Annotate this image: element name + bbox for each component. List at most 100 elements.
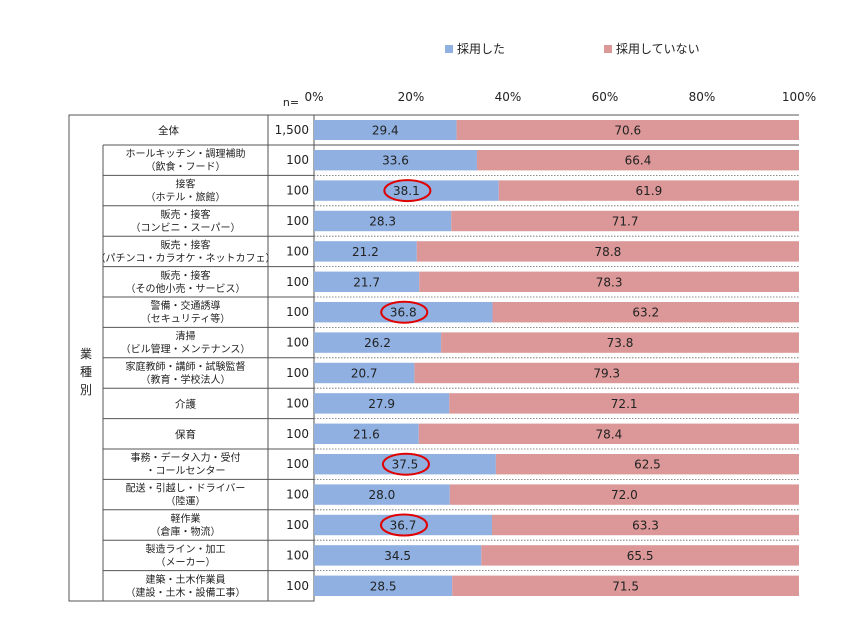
x-tick-label: 40% [495, 90, 522, 104]
bar-not-adopted [449, 393, 799, 414]
category-label: 保育 [175, 428, 196, 441]
legend-swatch-adopted [445, 45, 453, 53]
x-tick-label: 60% [592, 90, 619, 104]
bar-adopted [314, 575, 453, 596]
n-value: 100 [286, 214, 309, 228]
bar-adopted [314, 393, 450, 414]
bar-not-adopted [495, 454, 799, 475]
category-label-line2: （コンビニ・スーパー） [131, 222, 241, 234]
highlight-circle [381, 452, 430, 476]
category-label-line2: （倉庫・物流） [151, 525, 221, 538]
data-label-not-adopted: 78.8 [595, 245, 622, 259]
highlight-circle [383, 179, 432, 203]
n-value: 100 [286, 153, 309, 167]
x-tick-label: 100% [782, 90, 816, 104]
n-value: 100 [286, 184, 309, 198]
n-value: 100 [286, 488, 309, 502]
category-label-line1: 軽作業 [171, 512, 201, 525]
category-label-line2: （ビル管理・メンテナンス） [121, 343, 251, 356]
category-label-line2: ・コールセンター [146, 465, 226, 477]
highlight-circle [379, 513, 428, 537]
category-label-line2: （陸運） [166, 495, 206, 508]
bar-not-adopted [492, 302, 799, 323]
bar-adopted [314, 210, 452, 232]
n-value: 100 [286, 275, 309, 289]
bar-not-adopted [498, 180, 799, 201]
data-label-adopted: 28.0 [369, 488, 396, 502]
n-value: 100 [286, 305, 309, 319]
bar-adopted [314, 332, 442, 353]
n-value: 100 [286, 457, 309, 471]
data-label-adopted: 36.8 [390, 306, 417, 320]
n-value: 100 [286, 548, 309, 562]
bar-not-adopted [481, 545, 799, 566]
n-value: 100 [286, 518, 309, 532]
bar-adopted [314, 423, 419, 444]
category-label-line1: 家庭教師・講師・試験監督 [126, 360, 246, 373]
n-value: 100 [286, 244, 309, 258]
category-label-line1: ホールキッチン・調理補助 [126, 147, 246, 160]
bar-not-adopted [451, 210, 799, 232]
category-label-line1: 製造ライン・加工 [146, 542, 226, 555]
bar-not-adopted [418, 423, 799, 444]
category-label-line1: 事務・データ入力・受付 [131, 451, 241, 464]
category-label-line2: （その他小売・サービス） [126, 282, 246, 295]
category-label-line2: （教育・学校法人） [141, 373, 231, 386]
highlight-circle [380, 300, 429, 324]
category-label-line1: 販売・接客 [161, 208, 211, 221]
bar-adopted [314, 150, 477, 171]
category-label-line2: （セキュリティ等） [141, 312, 230, 325]
data-label-adopted: 20.7 [351, 367, 378, 381]
data-label-not-adopted: 63.3 [632, 519, 659, 533]
x-tick-label: 0% [304, 90, 323, 104]
data-label-adopted: 36.7 [390, 519, 417, 533]
bar-not-adopted [441, 332, 799, 353]
data-label-not-adopted: 73.8 [607, 336, 634, 350]
data-label-not-adopted: 66.4 [625, 154, 652, 168]
n-value: 1,500 [275, 123, 309, 137]
data-label-adopted: 21.7 [353, 275, 380, 289]
legend-label-not-adopted: 採用していない [616, 42, 700, 56]
category-label-line2: （ホテル・旅館） [146, 191, 226, 204]
bar-not-adopted [491, 514, 799, 536]
category-label-line1: 警備・交通誘導 [151, 299, 221, 312]
category-label-line1: 配送・引越し・ドライバー [126, 482, 246, 495]
n-value: 100 [286, 366, 309, 380]
group-label-char: 別 [80, 383, 92, 397]
category-label-line2: （飲食・フード） [146, 160, 226, 173]
data-label-not-adopted: 78.4 [596, 427, 623, 441]
n-value: 100 [286, 396, 309, 410]
legend-label-adopted: 採用した [457, 42, 505, 56]
data-label-adopted: 29.4 [372, 124, 399, 138]
bar-not-adopted [416, 241, 799, 262]
x-tick-label: 20% [398, 90, 425, 104]
bar-not-adopted [419, 271, 799, 292]
bar-not-adopted [414, 362, 799, 384]
data-label-not-adopted: 79.3 [593, 367, 620, 381]
bar-not-adopted [452, 575, 799, 596]
data-label-adopted: 38.1 [393, 184, 420, 198]
n-value: 100 [286, 336, 309, 350]
bar-adopted [314, 484, 450, 505]
bar-adopted [314, 545, 482, 566]
category-label-line2: （建設・土木・設備工事） [126, 586, 246, 599]
data-label-adopted: 28.3 [369, 215, 396, 229]
data-label-not-adopted: 65.5 [627, 549, 654, 563]
bar-adopted [314, 120, 457, 140]
data-label-not-adopted: 71.7 [612, 215, 639, 229]
bar-not-adopted [449, 484, 799, 505]
category-label-line1: 販売・接客 [161, 238, 211, 251]
data-label-adopted: 21.6 [353, 427, 380, 441]
data-label-not-adopted: 62.5 [634, 458, 661, 472]
data-label-not-adopted: 63.2 [632, 306, 659, 320]
category-label-line2: （パチンコ・カラオケ・ネットカフェ） [96, 252, 276, 264]
data-label-adopted: 21.2 [352, 245, 379, 259]
data-label-adopted: 28.5 [370, 579, 397, 593]
group-label-char: 種 [80, 365, 92, 379]
legend-swatch-not-adopted [604, 45, 612, 53]
bar-adopted [314, 180, 499, 201]
data-label-not-adopted: 61.9 [636, 184, 663, 198]
data-label-not-adopted: 72.0 [611, 488, 638, 502]
category-label-line1: 販売・接客 [161, 269, 211, 282]
